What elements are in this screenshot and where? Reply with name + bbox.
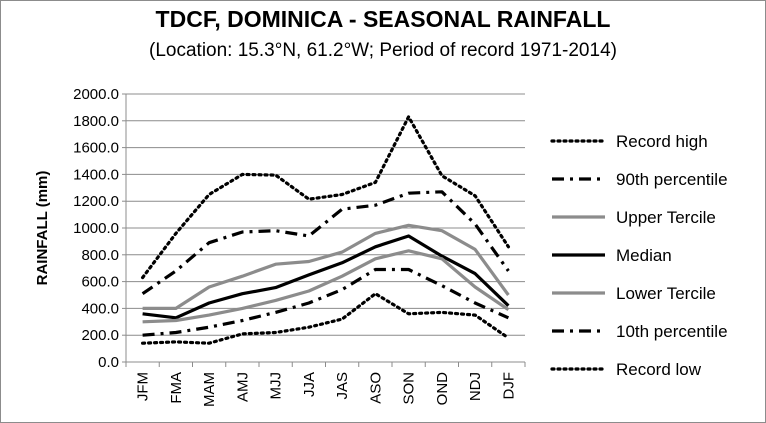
x-tick-label: OND	[434, 372, 451, 406]
x-tick-labels: JFM FMA MAM AMJ MJJ JJA JAS ASO SON OND NDJ DJF	[135, 372, 518, 407]
x-tick-label: DJF	[500, 372, 517, 400]
x-tick-label: ASO	[367, 372, 384, 404]
y-tick-label: 0.0	[98, 354, 119, 371]
y-tick-label: 600.0	[81, 274, 119, 291]
y-tick-labels: 0.0 200.0 400.0 600.0 800.0 1000.0 1200.0 1400.…	[73, 86, 119, 371]
y-axis-label: RAINFALL (mm)	[34, 171, 51, 286]
legend-label: Record high	[616, 132, 708, 151]
y-tick-label: 1600.0	[73, 140, 119, 157]
x-tick-label: JAS	[334, 372, 351, 400]
y-tick-label: 200.0	[81, 327, 119, 344]
x-tick-label: MJJ	[268, 372, 285, 400]
legend-label: Record low	[616, 360, 702, 379]
chart-title: TDCF, DOMINICA - SEASONAL RAINFALL	[155, 6, 611, 32]
series-lines	[141, 115, 510, 345]
series-line	[142, 223, 510, 310]
legend-label: 90th percentile	[616, 170, 728, 189]
x-tick-label: JJA	[301, 372, 318, 397]
y-tick-label: 1200.0	[73, 193, 119, 210]
x-tick-label: NDJ	[467, 372, 484, 401]
x-tick-label: MAM	[201, 372, 218, 407]
y-tick-label: 2000.0	[73, 86, 119, 103]
y-tick-label: 400.0	[81, 300, 119, 317]
series-line	[141, 292, 510, 345]
gridlines	[126, 93, 525, 336]
y-tick-label: 1400.0	[73, 166, 119, 183]
legend-label: Lower Tercile	[616, 284, 716, 303]
axes	[122, 93, 526, 367]
chart-subtitle: (Location: 15.3°N, 61.2°W; Period of rec…	[149, 40, 617, 61]
series-line	[141, 190, 510, 296]
y-tick-label: 800.0	[81, 247, 119, 264]
x-tick-label: FMA	[168, 372, 185, 404]
series-line	[142, 249, 510, 324]
legend-label: Median	[616, 246, 672, 265]
x-tick-label: SON	[401, 372, 418, 405]
legend-label: Upper Tercile	[616, 208, 716, 227]
x-tick-label: AMJ	[234, 372, 251, 402]
series-line	[142, 234, 510, 320]
series-line	[141, 115, 510, 280]
series-line	[142, 267, 510, 337]
y-tick-label: 1800.0	[73, 113, 119, 130]
legend: Record high 90th percentile Upper Tercile M…	[550, 132, 728, 379]
legend-label: 10th percentile	[616, 322, 728, 341]
y-tick-label: 1000.0	[73, 220, 119, 237]
x-tick-label: JFM	[135, 372, 152, 401]
